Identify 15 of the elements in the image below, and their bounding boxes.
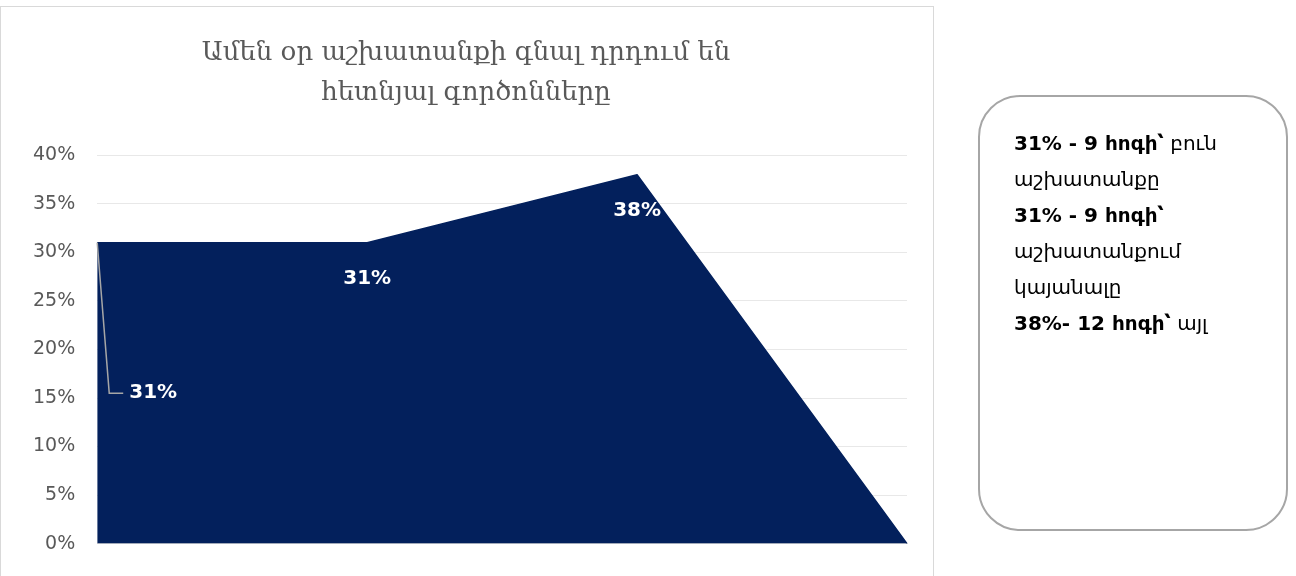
data-label: 31%: [343, 264, 392, 289]
y-tick-label: 30%: [33, 239, 76, 262]
text: 38%- 12 հոգի՝ այլ: [1014, 310, 1209, 337]
y-tick-label: 5%: [45, 482, 76, 505]
y-tick-label: 40%: [33, 142, 76, 165]
chart-title: Ամեն օր աշխատանքի գնալ դրդում են հետնյալ գործոնները: [200, 35, 732, 108]
y-tick-label: 15%: [33, 384, 76, 407]
y-tick-label: 10%: [33, 433, 76, 456]
y-tick-label: 20%: [33, 336, 76, 359]
y-tick-label: 25%: [33, 287, 76, 310]
y-tick-label: 35%: [33, 190, 76, 213]
data-label: 38%: [613, 197, 662, 222]
y-tick-label: 0%: [45, 530, 76, 553]
text: 31% - 9 հոգի՝ բուն աշխատանքը: [1014, 130, 1218, 193]
data-label: 31%: [129, 379, 178, 404]
